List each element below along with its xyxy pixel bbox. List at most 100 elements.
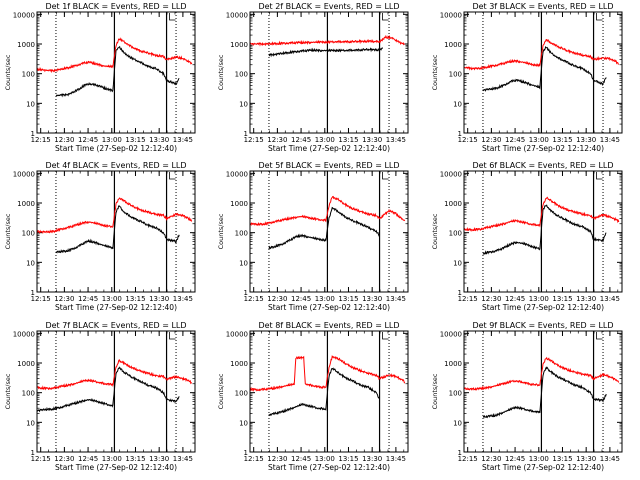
- y-tick-label: 1000: [17, 200, 35, 208]
- x-tick-label: 13:45: [173, 295, 193, 303]
- y-tick-label: 1000: [230, 360, 248, 368]
- y-tick-label: 100: [235, 230, 248, 238]
- y-tick-label: 10: [453, 259, 462, 267]
- chart-title: Det 8f BLACK = Events, RED = LLD: [258, 321, 399, 330]
- segment-bracket-marker: [169, 172, 176, 180]
- y-tick-label: 10: [453, 100, 462, 108]
- x-tick-label: 12:30: [54, 455, 74, 463]
- x-axis-label: Start Time (27-Sep-02 12:12:40): [482, 303, 604, 312]
- series-line-lld: [36, 37, 193, 74]
- y-tick-label: 1: [458, 449, 462, 457]
- x-tick-label: 12:15: [31, 295, 51, 303]
- x-tick-label: 12:30: [267, 295, 287, 303]
- series-line-lld: [463, 39, 619, 71]
- x-axis-label: Start Time (27-Sep-02 12:12:40): [55, 463, 177, 472]
- x-tick-label: 12:30: [481, 455, 501, 463]
- y-tick-label: 1: [31, 130, 35, 138]
- x-tick-label: 13:30: [362, 455, 382, 463]
- x-tick-label: 12:30: [267, 455, 287, 463]
- y-axis-label: Counts/sec: [4, 54, 12, 90]
- x-tick-label: 13:15: [125, 295, 145, 303]
- y-tick-label: 10: [239, 419, 248, 427]
- segment-bracket-marker: [382, 332, 389, 340]
- y-tick-label: 10: [453, 419, 462, 427]
- x-tick-label: 13:45: [173, 136, 193, 144]
- y-axis-label: Counts/sec: [217, 373, 225, 409]
- series-line-lld: [36, 197, 193, 235]
- segment-bracket-marker: [382, 172, 389, 180]
- y-tick-label: 100: [449, 71, 462, 79]
- series-line-lld: [249, 34, 405, 47]
- chart-panel-3: Det 3f BLACK = Events, RED = LLD Counts/s…: [431, 2, 623, 153]
- y-tick-label: 100: [235, 71, 248, 79]
- series-line-events: [482, 46, 607, 92]
- x-tick-label: 13:00: [529, 455, 549, 463]
- y-tick-label: 1: [244, 289, 248, 297]
- x-tick-label: 13:00: [529, 136, 549, 144]
- x-axis-label: Start Time (27-Sep-02 12:12:40): [55, 144, 177, 153]
- x-tick-label: 13:15: [552, 455, 572, 463]
- segment-bracket-marker: [596, 172, 603, 180]
- series-line-lld: [36, 358, 193, 391]
- x-tick-label: 12:30: [54, 136, 74, 144]
- y-tick-label: 10000: [226, 11, 248, 19]
- x-tick-label: 13:30: [576, 295, 596, 303]
- y-tick-label: 10000: [440, 170, 462, 178]
- x-tick-label: 13:30: [362, 136, 382, 144]
- y-tick-label: 100: [235, 390, 248, 398]
- y-tick-label: 10000: [440, 330, 462, 338]
- x-axis-label: Start Time (27-Sep-02 12:12:40): [268, 144, 390, 153]
- x-tick-label: 12:15: [244, 136, 264, 144]
- y-tick-label: 10: [26, 100, 35, 108]
- x-tick-label: 12:45: [291, 295, 311, 303]
- segment-bracket-marker: [382, 13, 389, 21]
- x-tick-label: 12:45: [78, 455, 98, 463]
- x-tick-label: 13:30: [149, 295, 169, 303]
- x-axis-label: Start Time (27-Sep-02 12:12:40): [482, 463, 604, 472]
- y-axis-label: Counts/sec: [431, 54, 439, 90]
- x-tick-label: 13:45: [600, 136, 620, 144]
- y-tick-label: 1: [31, 449, 35, 457]
- x-tick-label: 12:45: [291, 455, 311, 463]
- x-tick-label: 13:45: [386, 455, 406, 463]
- y-tick-label: 100: [449, 390, 462, 398]
- y-tick-label: 100: [22, 390, 35, 398]
- series-line-lld: [463, 356, 620, 391]
- y-tick-label: 10000: [226, 170, 248, 178]
- y-axis-label: Counts/sec: [217, 213, 225, 249]
- series-line-events: [482, 366, 607, 419]
- y-tick-label: 10: [26, 259, 35, 267]
- x-tick-label: 13:45: [386, 136, 406, 144]
- x-axis-label: Start Time (27-Sep-02 12:12:40): [268, 303, 390, 312]
- plot-frame: [249, 330, 409, 453]
- x-axis-label: Start Time (27-Sep-02 12:12:40): [268, 463, 390, 472]
- x-tick-label: 12:30: [54, 295, 74, 303]
- y-tick-label: 1: [458, 289, 462, 297]
- x-tick-label: 12:45: [505, 455, 525, 463]
- series-line-events: [55, 205, 180, 254]
- y-tick-label: 1: [31, 289, 35, 297]
- x-tick-label: 12:15: [31, 455, 51, 463]
- chart-panel-5: Det 5f BLACK = Events, RED = LLD Counts/s…: [217, 161, 409, 312]
- y-tick-label: 10000: [13, 170, 35, 178]
- x-tick-label: 12:45: [78, 295, 98, 303]
- x-tick-label: 13:15: [552, 136, 572, 144]
- plot-frame: [463, 330, 623, 453]
- x-tick-label: 13:15: [338, 295, 358, 303]
- segment-bracket-marker: [169, 332, 176, 340]
- x-tick-label: 12:30: [481, 295, 501, 303]
- x-tick-label: 12:15: [31, 136, 51, 144]
- chart-panel-4: Det 4f BLACK = Events, RED = LLD Counts/s…: [4, 161, 196, 312]
- x-tick-label: 13:45: [386, 295, 406, 303]
- y-tick-label: 100: [22, 230, 35, 238]
- x-tick-label: 13:15: [125, 455, 145, 463]
- segment-bracket-marker: [596, 332, 603, 340]
- y-tick-label: 10000: [440, 11, 462, 19]
- x-tick-label: 13:15: [338, 455, 358, 463]
- x-tick-label: 13:00: [315, 136, 335, 144]
- series-line-lld: [249, 195, 406, 227]
- y-tick-label: 1000: [230, 41, 248, 49]
- y-axis-label: Counts/sec: [431, 213, 439, 249]
- chart-panel-6: Det 6f BLACK = Events, RED = LLD Counts/s…: [431, 161, 623, 312]
